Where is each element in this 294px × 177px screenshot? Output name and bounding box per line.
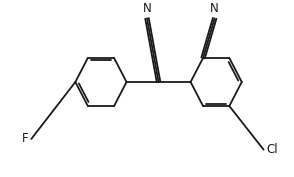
Text: N: N: [210, 2, 219, 15]
Text: N: N: [143, 2, 151, 15]
Text: Cl: Cl: [266, 143, 278, 156]
Text: F: F: [22, 132, 29, 145]
